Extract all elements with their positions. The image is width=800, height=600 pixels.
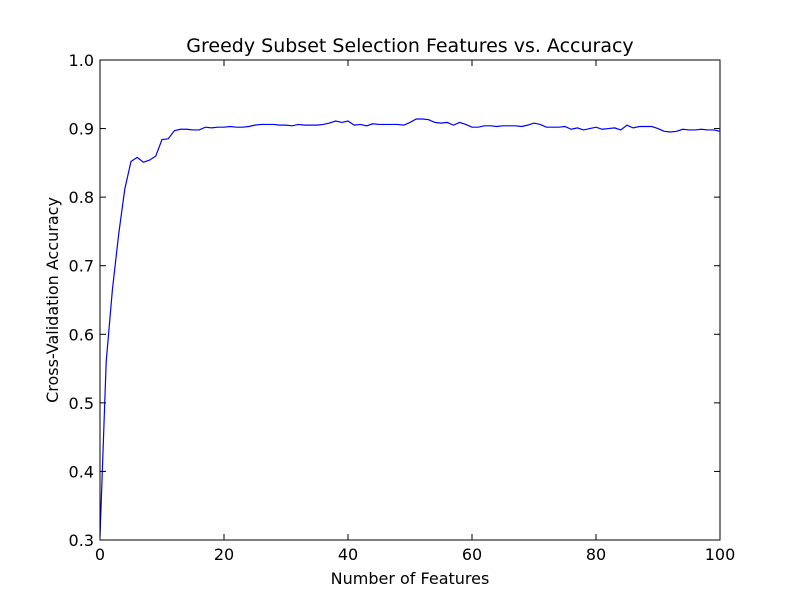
x-tick-label: 80 [586,545,606,564]
y-tick-label: 0.8 [69,188,94,207]
chart-title: Greedy Subset Selection Features vs. Acc… [186,35,633,57]
y-tick-label: 0.9 [69,120,94,139]
series-line-0 [99,118,721,537]
plot-frame [99,59,721,541]
y-axis: 0.3 0.4 0.5 0.6 0.7 0.8 0.9 1.0 [69,51,720,550]
x-axis-label: Number of Features [331,569,490,588]
y-axis-label: Cross-Validation Accuracy [43,197,62,403]
y-tick-label: 0.5 [69,394,94,413]
x-tick-label: 100 [705,545,736,564]
x-tick-label: 0 [95,545,105,564]
y-tick-label: 0.6 [69,325,94,344]
y-tick-label: 1.0 [69,51,94,70]
plot-area [99,118,721,537]
x-tick-label: 40 [338,545,358,564]
y-tick-label: 0.3 [69,531,94,550]
x-tick-label: 20 [214,545,234,564]
x-tick-label: 60 [462,545,482,564]
y-tick-label: 0.4 [69,462,94,481]
y-tick-label: 0.7 [69,257,94,276]
x-axis: 0 20 40 60 80 100 [95,60,735,564]
